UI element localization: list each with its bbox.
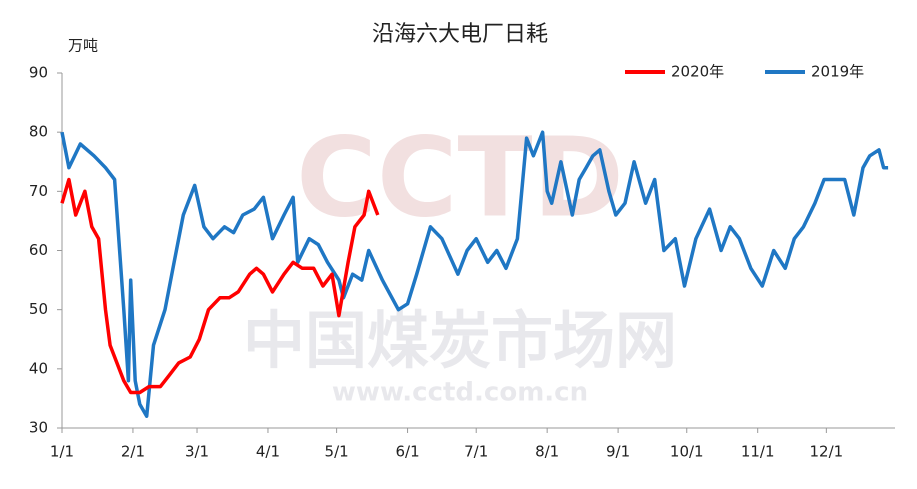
x-tick-label: 5/1 — [325, 443, 349, 461]
y-tick-label: 60 — [29, 241, 48, 259]
x-tick-label: 4/1 — [256, 443, 280, 461]
series-line — [60, 130, 889, 418]
chart-title: 沿海六大电厂日耗 — [372, 22, 548, 47]
x-tick-label: 12/1 — [810, 443, 844, 461]
y-tick-label: 70 — [29, 182, 48, 200]
y-tick-label: 50 — [29, 300, 48, 318]
x-tick-label: 3/1 — [185, 443, 209, 461]
y-tick-label: 80 — [29, 123, 48, 141]
x-tick-label: 9/1 — [606, 443, 630, 461]
legend-label: 2019年 — [811, 63, 864, 81]
x-tick-label: 10/1 — [670, 443, 704, 461]
y-tick-label: 30 — [29, 419, 48, 437]
y-tick-label: 40 — [29, 359, 48, 377]
watermark-logo: CCTD — [296, 113, 624, 241]
x-tick-label: 11/1 — [741, 443, 775, 461]
y-axis-label: 万吨 — [68, 37, 98, 55]
legend-label: 2020年 — [671, 63, 724, 81]
x-tick-label: 2/1 — [121, 443, 145, 461]
y-tick-label: 90 — [29, 64, 48, 82]
series-line — [60, 177, 380, 395]
watermark-text: 中国煤炭市场网 — [243, 304, 677, 377]
x-tick-label: 1/1 — [50, 443, 74, 461]
x-tick-label: 6/1 — [395, 443, 419, 461]
x-tick-label: 8/1 — [535, 443, 559, 461]
watermark-url: www.cctd.com.cn — [332, 378, 588, 408]
x-tick-label: 7/1 — [464, 443, 488, 461]
